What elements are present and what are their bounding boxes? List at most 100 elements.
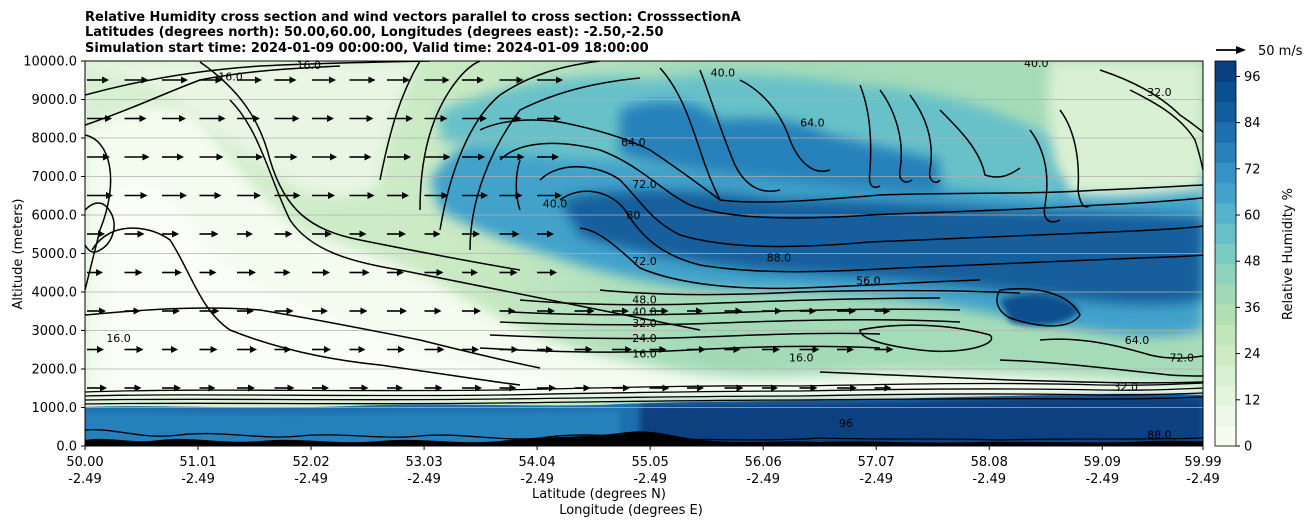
wind-arrow-head [105, 115, 112, 122]
wind-arrow [462, 115, 487, 122]
wind-arrow [274, 384, 295, 392]
wind-arrow [162, 269, 182, 276]
wind-arrow-head [556, 76, 563, 84]
wind-arrow-head [883, 307, 891, 315]
wind-arrow-head [515, 192, 523, 199]
wind-arrow-head [397, 269, 404, 276]
x-tick-label-latitude: 59.09 [1084, 455, 1121, 470]
contour-label: 16.0 [789, 351, 814, 364]
colorbar-segment [1215, 121, 1236, 143]
wind-arrow [162, 153, 184, 161]
colorbar-segment [1215, 344, 1236, 366]
y-tick-label: 1000.0 [32, 401, 78, 416]
wind-arrow [537, 153, 559, 161]
contour-label: 48.0 [632, 294, 657, 307]
wind-arrow-head [248, 384, 255, 392]
wind-arrow-head [98, 230, 105, 238]
wind-arrow [199, 230, 219, 238]
wind-arrow-head [434, 307, 442, 315]
wind-arrow [274, 346, 292, 353]
wind-arrow-head [472, 346, 479, 353]
wind-arrow-head [471, 269, 478, 276]
wind-arrow-head [587, 307, 595, 315]
contour-label: 64.0 [800, 117, 825, 130]
wind-arrow-head [625, 346, 632, 353]
wind-arrow-head [696, 307, 703, 315]
wind-arrow-head [283, 269, 291, 276]
wind-arrow [87, 269, 103, 276]
wind-arrow-head [210, 346, 218, 353]
wind-arrow [537, 76, 563, 84]
wind-arrow [874, 384, 892, 392]
wind-arrow [499, 230, 520, 238]
wind-arrow-head [140, 192, 148, 199]
wind-arrow [574, 307, 595, 315]
wind-arrow [274, 115, 300, 122]
wind-arrow [387, 115, 413, 122]
wind-arrow-head [399, 230, 406, 238]
wind-arrow [162, 192, 187, 199]
x-tick-label-latitude: 52.02 [292, 455, 329, 470]
wind-arrow-head [440, 115, 448, 122]
wind-arrow [424, 346, 445, 353]
wind-arrow-head [100, 384, 107, 392]
wind-arrow-head [255, 76, 262, 84]
x-tick-label-longitude: -2.49 [633, 472, 667, 487]
colorbar-segment [1215, 283, 1236, 305]
wind-arrow-head [136, 346, 144, 353]
wind-arrow [837, 384, 857, 392]
colorbar-tick-label: 60 [1244, 209, 1261, 224]
wind-arrow [199, 153, 224, 161]
wind-arrow-head [133, 307, 141, 315]
contour-label: 24.0 [632, 332, 657, 345]
wind-arrow-head [360, 307, 368, 315]
wind-arrow-head [884, 384, 892, 392]
contour-label: 40.0 [711, 67, 736, 80]
wind-arrow [424, 307, 442, 315]
wind-arrow [87, 192, 113, 199]
wind-arrow-head [437, 346, 445, 353]
wind-arrow [162, 307, 180, 315]
wind-arrow [387, 192, 409, 199]
wind-arrow [349, 230, 367, 238]
x-tick-label-longitude: -2.49 [520, 472, 554, 487]
wind-arrow [162, 115, 186, 122]
wind-arrow-head [443, 153, 451, 161]
wind-arrow [349, 384, 369, 392]
wind-arrow [462, 76, 484, 84]
wind-arrow [237, 307, 254, 315]
wind-arrow-head [212, 307, 220, 315]
wind-arrow [162, 384, 181, 392]
wind-arrow [762, 307, 782, 315]
wind-arrow [499, 192, 523, 199]
colorbar-segment [1215, 243, 1236, 265]
wind-arrow-head [436, 269, 444, 276]
moist-core-mid [560, 190, 1203, 305]
y-axis: 0.0 1000.0 2000.0 3000.0 4000.0 5000.0 6000.0 7… [23, 55, 85, 455]
y-tick-label: 4000.0 [32, 286, 78, 301]
colorbar-segment [1215, 385, 1236, 407]
wind-arrow-head [441, 192, 449, 199]
wind-arrow [799, 346, 820, 353]
moist-lowlevel-core [640, 396, 1203, 446]
wind-arrow-head [474, 307, 481, 315]
wind-arrow [237, 269, 256, 276]
wind-arrow-head [809, 307, 817, 315]
colorbar-tick-label: 48 [1244, 255, 1261, 270]
wind-arrow-head [548, 307, 555, 315]
wind-arrow-head [623, 384, 630, 392]
wind-arrow-head [290, 153, 298, 161]
contour-label: 88.0 [1147, 428, 1172, 441]
wind-arrow [349, 269, 370, 276]
contour-label: 32.0 [1114, 380, 1139, 393]
wind-arrow [124, 115, 147, 122]
wind-arrow-head [775, 307, 782, 315]
colorbar-segment [1215, 324, 1236, 346]
y-tick-label: 5000.0 [32, 247, 78, 262]
contour-label: 72.0 [1169, 351, 1194, 364]
colorbar-tick-label: 24 [1244, 347, 1261, 362]
wind-arrow [649, 346, 667, 353]
wind-arrow-head [364, 153, 372, 161]
wind-arrow-head [771, 384, 778, 392]
wind-arrow [237, 384, 255, 392]
